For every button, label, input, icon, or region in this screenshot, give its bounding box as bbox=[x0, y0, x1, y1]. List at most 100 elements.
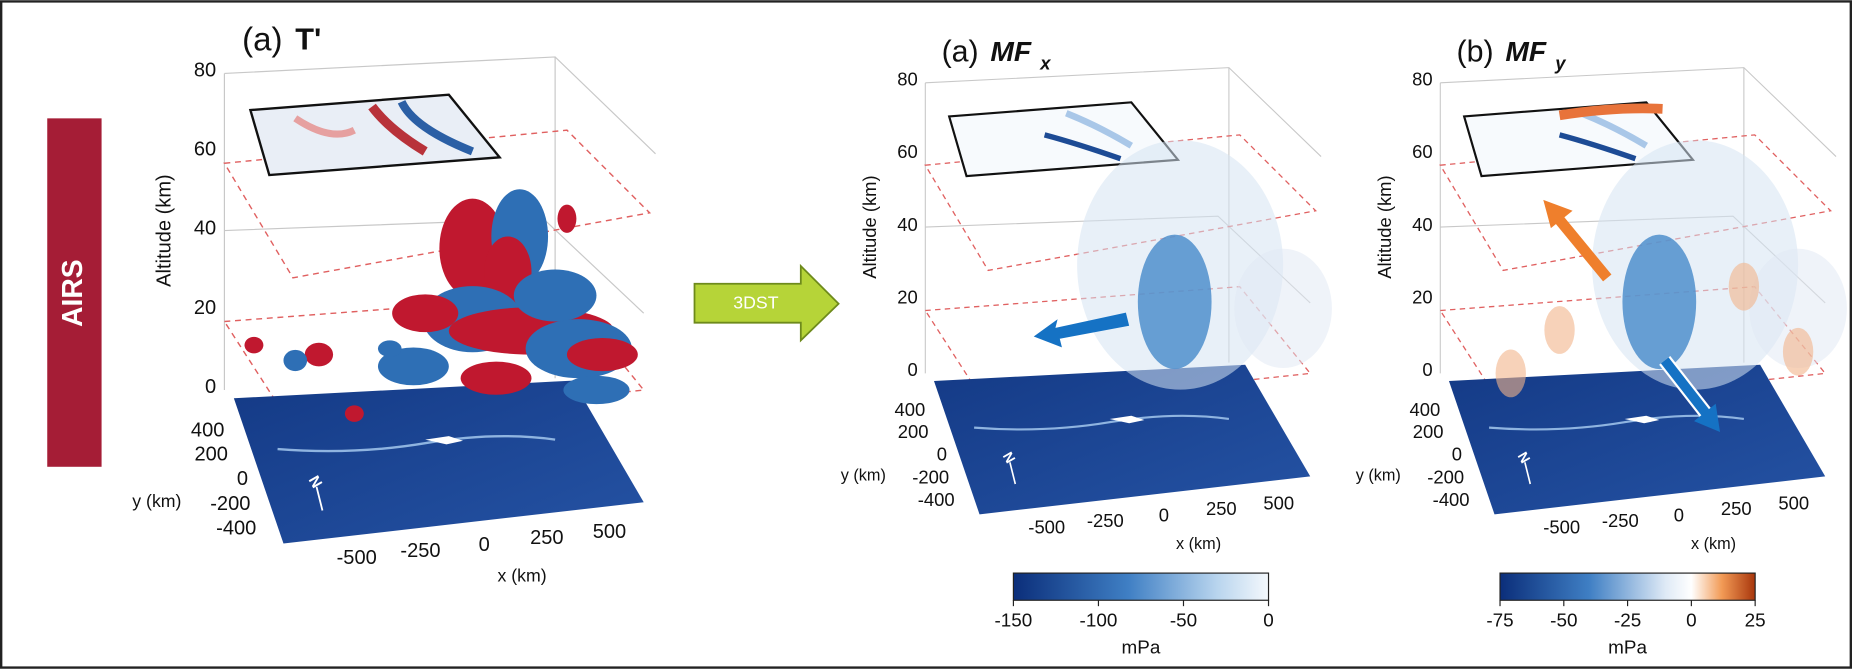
panel-title-sub: x bbox=[1039, 52, 1051, 73]
panel-label: (b) bbox=[1457, 36, 1494, 69]
arrow-label: 3DST bbox=[733, 292, 778, 312]
y-tick-label: -200 bbox=[210, 493, 250, 515]
isosurface bbox=[460, 361, 532, 395]
x-tick-label: -500 bbox=[337, 547, 377, 569]
flux-arrow-head bbox=[1543, 199, 1573, 229]
y-tick-label: 0 bbox=[937, 444, 947, 465]
y-tick-label: 400 bbox=[895, 399, 926, 420]
top-map-wave bbox=[1558, 132, 1637, 162]
flux-core bbox=[1137, 234, 1212, 370]
altitude-plane bbox=[223, 129, 652, 279]
flux-core bbox=[1622, 234, 1697, 370]
top-map bbox=[248, 93, 502, 177]
flux-patch bbox=[1782, 327, 1814, 376]
top-map-wave bbox=[293, 115, 356, 138]
z-tick-label: 20 bbox=[897, 286, 918, 307]
y-tick-label: -200 bbox=[1427, 466, 1464, 487]
bottom-map bbox=[233, 380, 644, 544]
z-tick-label: 0 bbox=[907, 359, 917, 380]
z-tick-label: 20 bbox=[194, 297, 216, 319]
y-tick-label: 400 bbox=[1410, 399, 1441, 420]
coastline bbox=[277, 435, 556, 453]
x-tick-label: 250 bbox=[530, 527, 563, 549]
colorbar-tick-label: -75 bbox=[1486, 610, 1513, 631]
z-tick-label: 40 bbox=[897, 214, 918, 235]
colorbar-tick-label: 25 bbox=[1745, 610, 1766, 631]
isosurface bbox=[377, 347, 449, 386]
x-tick-label: -500 bbox=[1543, 516, 1580, 537]
flux-shell bbox=[1749, 248, 1847, 368]
isosurface bbox=[344, 405, 364, 422]
colorbar-tick-label: -150 bbox=[995, 610, 1033, 631]
y-tick-label: 200 bbox=[898, 421, 929, 442]
bottom-map bbox=[933, 364, 1311, 515]
y-tick-label: -400 bbox=[216, 518, 256, 540]
north-arrow bbox=[1009, 462, 1017, 485]
z-axis-label: Altitude (km) bbox=[859, 175, 880, 278]
x-tick-label: 500 bbox=[1778, 492, 1809, 513]
colorbar bbox=[1012, 572, 1270, 601]
y-tick-label: -200 bbox=[912, 466, 949, 487]
z-tick-label: 0 bbox=[205, 376, 216, 398]
z-tick-label: 60 bbox=[1412, 141, 1432, 162]
colorbar-tick-label: 0 bbox=[1686, 610, 1697, 631]
bottom-map bbox=[1448, 364, 1826, 515]
isosurface bbox=[513, 269, 597, 322]
isosurface bbox=[283, 349, 308, 372]
top-map-wave bbox=[1065, 110, 1133, 149]
panel-label: (a) bbox=[242, 21, 282, 58]
flux-arrow bbox=[1033, 312, 1130, 348]
side-label: AIRS bbox=[57, 259, 89, 327]
y-tick-label: -400 bbox=[918, 489, 955, 510]
colorbar-tick-label: 0 bbox=[1263, 610, 1274, 631]
colorbar-tick-label: -50 bbox=[1170, 610, 1197, 631]
x-tick-label: 0 bbox=[479, 534, 490, 556]
x-tick-label: 0 bbox=[1674, 504, 1684, 525]
colorbar-label: mPa bbox=[1608, 638, 1647, 659]
y-tick-label: 0 bbox=[237, 468, 248, 490]
x-axis-label: x (km) bbox=[1691, 535, 1736, 553]
flux-shell bbox=[1234, 248, 1332, 368]
y-axis-label: y (km) bbox=[132, 491, 181, 511]
island bbox=[425, 436, 463, 445]
y-axis-label: y (km) bbox=[841, 467, 886, 485]
island bbox=[1109, 415, 1145, 424]
colorbar-label: mPa bbox=[1122, 638, 1161, 659]
north-arrow bbox=[315, 486, 324, 511]
top-map-wave bbox=[397, 99, 474, 156]
x-tick-label: -250 bbox=[1087, 510, 1124, 531]
y-tick-label: 0 bbox=[1452, 444, 1462, 465]
isosurface bbox=[392, 294, 459, 333]
panel-title: T' bbox=[295, 22, 321, 57]
top-map-wave bbox=[1043, 132, 1122, 162]
panel-title: MF bbox=[990, 35, 1031, 67]
x-tick-label: 500 bbox=[1263, 492, 1294, 513]
altitude-plane bbox=[1439, 134, 1832, 272]
colorbar-tick-label: -100 bbox=[1080, 610, 1118, 631]
x-tick-label: 500 bbox=[593, 521, 626, 543]
z-axis-label: Altitude (km) bbox=[154, 174, 176, 287]
transform-arrow bbox=[693, 263, 840, 343]
top-map-wave bbox=[368, 103, 428, 156]
panel-title-sub: y bbox=[1554, 52, 1567, 73]
x-tick-label: 250 bbox=[1721, 498, 1752, 519]
colorbar-tick-label: -25 bbox=[1614, 610, 1641, 631]
flux-patch bbox=[1728, 262, 1760, 311]
x-tick-label: -250 bbox=[400, 540, 440, 562]
z-tick-label: 60 bbox=[194, 139, 216, 161]
z-axis-label: Altitude (km) bbox=[1374, 175, 1395, 278]
z-tick-label: 40 bbox=[1412, 214, 1432, 235]
colorbar bbox=[1499, 572, 1756, 601]
colorbar-tick-label: -50 bbox=[1550, 610, 1577, 631]
y-tick-label: 400 bbox=[191, 420, 224, 442]
y-tick-label: 200 bbox=[194, 443, 227, 465]
z-tick-label: 20 bbox=[1412, 286, 1432, 307]
z-tick-label: 40 bbox=[194, 218, 216, 240]
x-axis-label: x (km) bbox=[1176, 535, 1221, 553]
isosurface bbox=[244, 336, 264, 354]
isosurface bbox=[557, 204, 577, 233]
isosurface bbox=[377, 340, 402, 357]
